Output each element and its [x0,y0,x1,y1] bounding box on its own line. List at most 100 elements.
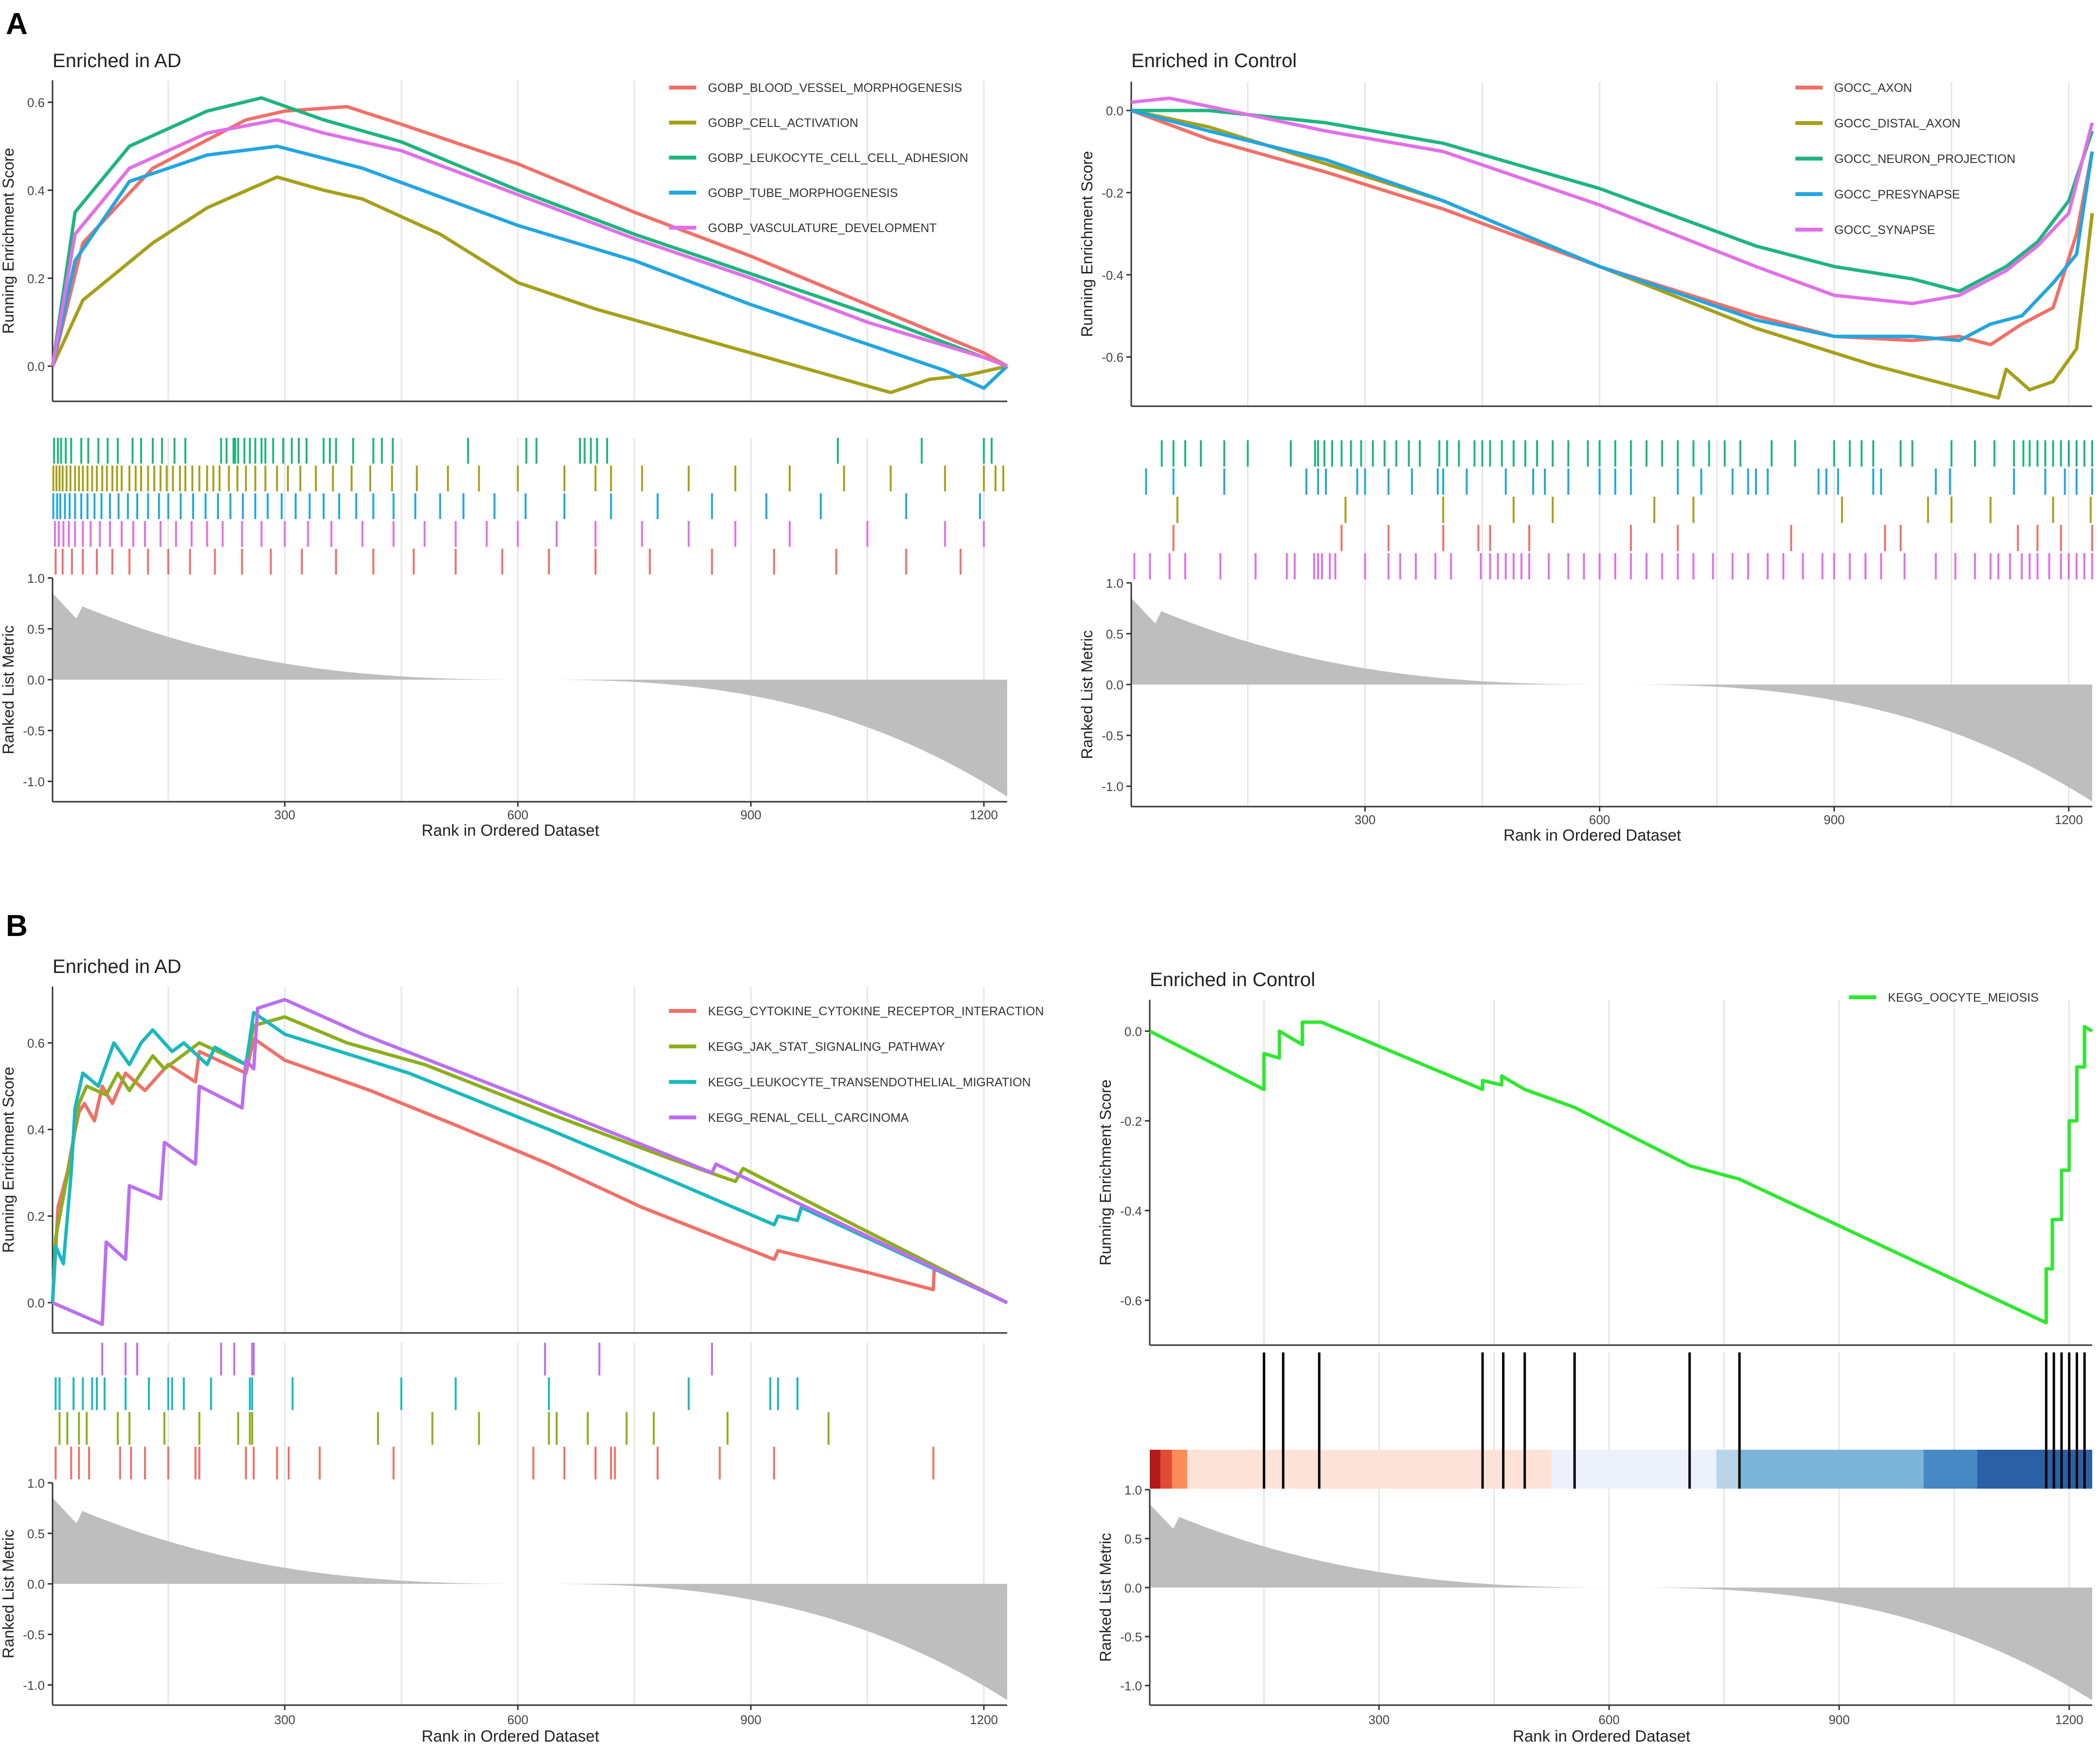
metric-y-tick-label: -0.5 [1120,1630,1142,1644]
x-tick-label: 600 [1598,1712,1619,1727]
es-y-axis-label: Running Enrichment Score [0,1067,17,1253]
x-axis-label: Rank in Ordered Dataset [421,821,599,839]
x-tick-label: 1200 [2055,812,2083,827]
heat-strip-band [1716,1450,1740,1489]
chart-title: Enriched in AD [53,956,181,977]
ranked-metric-area [1131,598,2092,802]
legend-label: KEGG_CYTOKINE_CYTOKINE_RECEPTOR_INTERACT… [708,1005,1044,1018]
metric-y-tick-label: -1.0 [23,1678,45,1692]
series-line-gocc-axon [1130,108,2094,346]
heat-strip-band [1551,1450,1717,1489]
x-tick-label: 600 [1589,812,1610,827]
legend-label: KEGG_RENAL_CELL_CARCINOMA [708,1111,909,1125]
ranked-metric-area [53,593,1007,797]
series-line-gobp-cell-activation [51,175,1008,395]
x-tick-label: 300 [274,808,295,822]
x-tick-label: 600 [507,808,528,822]
es-y-tick-label: -0.4 [1120,1204,1142,1218]
es-y-tick-label: -0.6 [1102,350,1123,365]
series-line-gocc-presynapse [1131,108,2094,342]
legend-label: GOCC_PRESYNAPSE [1834,188,1960,201]
es-y-tick-label: 0.4 [27,1123,45,1137]
heat-strip-band [1923,1450,1977,1489]
ranked-metric-area [1150,1504,2092,1700]
heat-strip-band [1739,1450,1924,1489]
es-y-tick-label: 0.2 [27,271,45,286]
chart-a-ad: Enriched in AD 0.0 0.2 0.4 0.6 Running Enrich… [0,50,1009,839]
es-y-tick-label: 0.0 [1106,104,1123,118]
x-tick-label: 900 [1828,1712,1849,1727]
metric-y-axis-label: Ranked List Metric [1078,630,1096,759]
heat-strip-band [1187,1450,1552,1489]
legend-label: GOBP_TUBE_MORPHOGENESIS [708,186,898,200]
es-y-tick-label: 0.0 [27,360,45,374]
metric-y-tick-label: 0.5 [1106,627,1123,642]
chart-a-control: Enriched in Control 0.0 -0.2 -0.4 -0.6 Runnin… [1078,50,2094,844]
heat-strip-band [1160,1450,1172,1489]
series-line-gobp-leukocyte-cell-cell-adhesion [51,96,1008,368]
metric-y-tick-label: -1.0 [23,774,45,789]
es-y-tick-label: 0.6 [27,95,45,110]
metric-y-tick-label: 0.5 [27,1527,45,1541]
metric-y-axis-label: Ranked List Metric [0,626,17,755]
metric-y-tick-label: 0.5 [1124,1532,1142,1547]
metric-y-tick-label: 0.0 [27,1577,45,1592]
metric-y-tick-label: -0.5 [1102,729,1123,743]
series-line-gocc-distal-axon [1131,108,2094,400]
heat-strip-band [1150,1450,1161,1489]
series-line-gobp-vasculature-development [51,118,1008,368]
x-tick-label: 1200 [970,808,998,822]
es-y-tick-label: 0.0 [1124,1025,1142,1039]
x-tick-label: 300 [274,1712,295,1727]
series-line-kegg-renal-cell-carcinoma [52,998,1008,1326]
x-tick-label: 900 [740,1712,761,1727]
heat-strip-band [1977,1450,2092,1489]
metric-y-tick-label: 0.0 [1106,678,1123,692]
chart-title: Enriched in AD [53,50,181,72]
series-line-gobp-blood-vessel-morphogenesis [51,105,1008,368]
legend-label: GOCC_AXON [1834,81,1912,95]
x-axis-label: Rank in Ordered Dataset [421,1727,599,1745]
metric-y-tick-label: -0.5 [23,724,45,738]
panel-label-a: A [6,7,28,41]
legend-label: KEGG_LEUKOCYTE_TRANSENDOTHELIAL_MIGRATIO… [708,1076,1031,1089]
series-line-kegg-leukocyte-transendothelial-migration [51,1010,1008,1304]
metric-y-tick-label: 0.0 [27,673,45,687]
legend-label: GOCC_NEURON_PROJECTION [1834,152,2015,166]
chart-title: Enriched in Control [1150,969,1315,990]
ranked-metric-area [53,1498,1007,1700]
legend-label: GOBP_VASCULATURE_DEVELOPMENT [708,221,937,235]
legend-label: GOCC_DISTAL_AXON [1834,117,1960,130]
legend-label: GOCC_SYNAPSE [1834,223,1935,237]
es-y-axis-label: Running Enrichment Score [1078,151,1096,337]
es-y-tick-label: 0.4 [27,183,45,198]
x-tick-label: 600 [507,1712,528,1727]
x-tick-label: 1200 [970,1712,998,1727]
es-y-tick-label: -0.6 [1120,1294,1142,1308]
series-line-gocc-neuron-projection [1131,108,2094,293]
series-line-gocc-synapse [1131,96,2094,306]
metric-y-axis-label: Ranked List Metric [1097,1533,1114,1662]
metric-y-tick-label: 1.0 [1106,576,1123,591]
es-y-axis-label: Running Enrichment Score [0,148,17,334]
series-line-kegg-jak-stat-signaling-pathway [51,1015,1008,1304]
metric-y-tick-label: 0.5 [27,622,45,637]
legend-label: KEGG_OOCYTE_MEIOSIS [1888,991,2039,1005]
x-axis-label: Rank in Ordered Dataset [1503,826,1681,844]
metric-y-tick-label: -0.5 [23,1628,45,1642]
panel-label-b: B [6,909,28,943]
chart-title: Enriched in Control [1131,50,1297,72]
metric-y-tick-label: -1.0 [1120,1679,1142,1693]
x-tick-label: 900 [740,808,761,822]
es-y-tick-label: 0.2 [27,1209,45,1224]
x-tick-label: 300 [1355,812,1376,827]
es-y-tick-label: -0.2 [1102,186,1123,200]
legend-label: GOBP_CELL_ACTIVATION [708,116,858,130]
metric-y-axis-label: Ranked List Metric [0,1530,17,1658]
chart-b-control: Enriched in Control 0.0 -0.2 -0.4 -0.6 Runnin… [1097,969,2093,1745]
es-y-tick-label: 0.0 [27,1296,45,1311]
es-y-tick-label: -0.4 [1102,268,1123,283]
metric-y-tick-label: 0.0 [1124,1581,1142,1595]
x-tick-label: 900 [1824,812,1845,827]
